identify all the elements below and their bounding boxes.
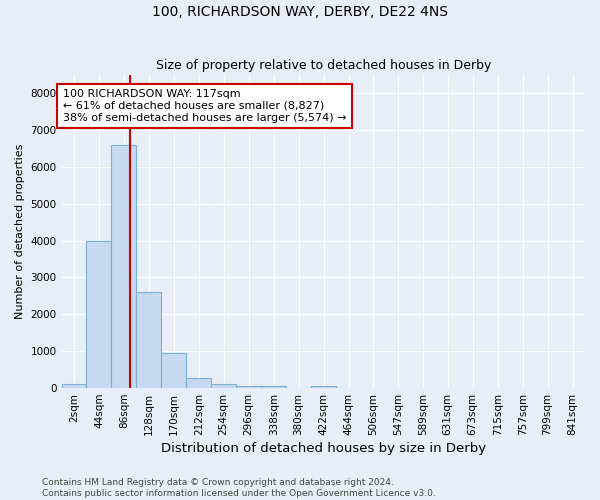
Bar bbox=[136, 292, 161, 388]
Bar bbox=[311, 386, 336, 388]
Title: Size of property relative to detached houses in Derby: Size of property relative to detached ho… bbox=[155, 59, 491, 72]
Text: 100 RICHARDSON WAY: 117sqm
← 61% of detached houses are smaller (8,827)
38% of s: 100 RICHARDSON WAY: 117sqm ← 61% of deta… bbox=[63, 90, 346, 122]
Text: Contains HM Land Registry data © Crown copyright and database right 2024.
Contai: Contains HM Land Registry data © Crown c… bbox=[42, 478, 436, 498]
Bar bbox=[86, 242, 112, 388]
Bar bbox=[211, 384, 236, 388]
Text: 100, RICHARDSON WAY, DERBY, DE22 4NS: 100, RICHARDSON WAY, DERBY, DE22 4NS bbox=[152, 5, 448, 19]
X-axis label: Distribution of detached houses by size in Derby: Distribution of detached houses by size … bbox=[161, 442, 486, 455]
Bar bbox=[187, 378, 211, 388]
Bar bbox=[261, 386, 286, 388]
Bar bbox=[112, 144, 136, 388]
Y-axis label: Number of detached properties: Number of detached properties bbox=[15, 144, 25, 319]
Bar bbox=[236, 386, 261, 388]
Bar bbox=[62, 384, 86, 388]
Bar bbox=[161, 353, 187, 388]
